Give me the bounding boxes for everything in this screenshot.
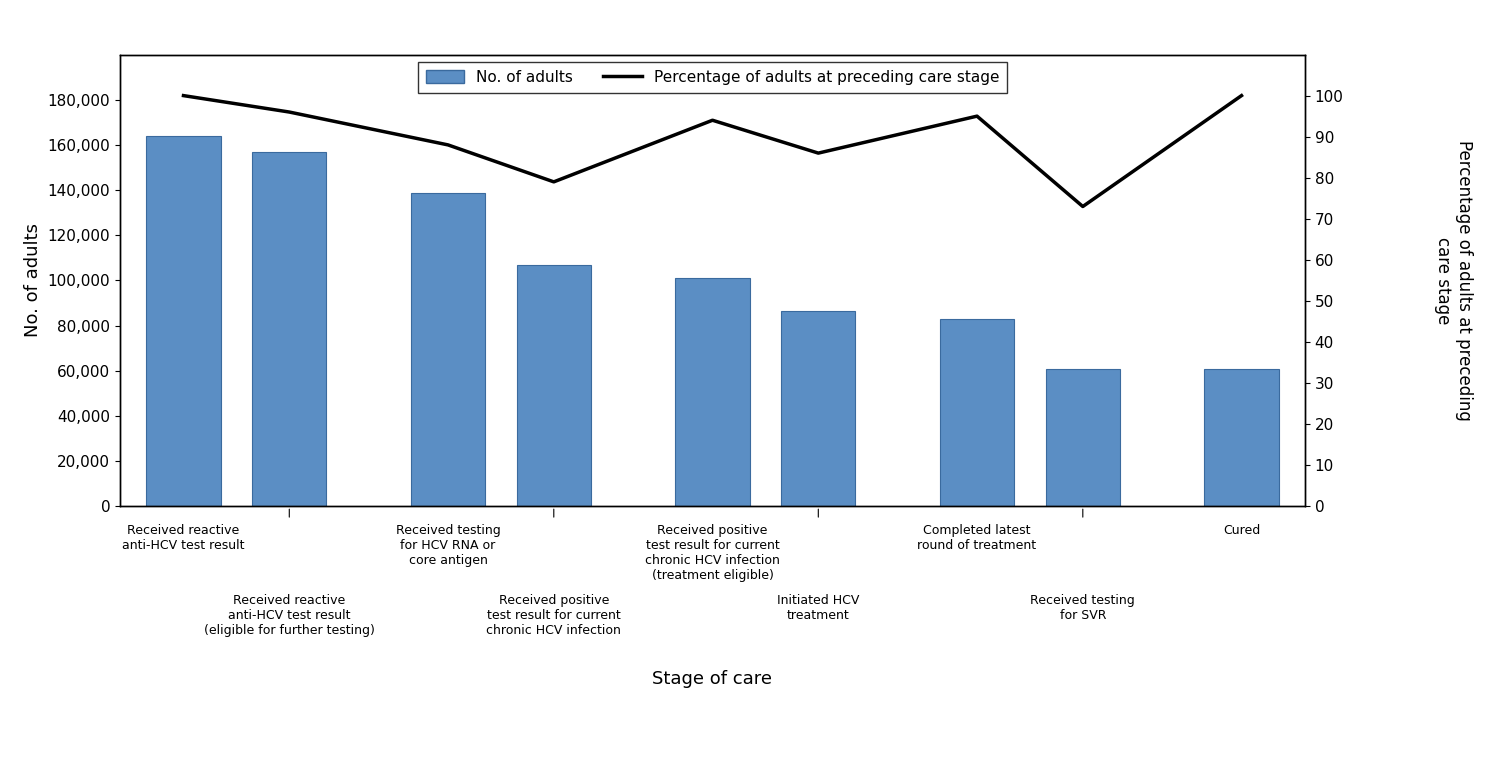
Text: Completed latest
round of treatment: Completed latest round of treatment bbox=[918, 524, 1036, 552]
Text: Cured: Cured bbox=[1222, 524, 1260, 538]
Bar bbox=[411, 193, 485, 506]
Text: Initiated HCV
treatment: Initiated HCV treatment bbox=[777, 594, 859, 622]
Y-axis label: Percentage of adults at preceding
care stage: Percentage of adults at preceding care s… bbox=[1434, 140, 1473, 421]
Bar bbox=[147, 136, 220, 506]
Y-axis label: No. of adults: No. of adults bbox=[24, 224, 42, 337]
Bar bbox=[252, 152, 327, 506]
Text: Received reactive
anti-HCV test result
(eligible for further testing): Received reactive anti-HCV test result (… bbox=[204, 594, 375, 637]
Text: Received positive
test result for current
chronic HCV infection
(treatment eligi: Received positive test result for curren… bbox=[645, 524, 780, 583]
Legend: No. of adults, Percentage of adults at preceding care stage: No. of adults, Percentage of adults at p… bbox=[419, 62, 1006, 93]
Text: Received testing
for HCV RNA or
core antigen: Received testing for HCV RNA or core ant… bbox=[396, 524, 501, 567]
Text: Received positive
test result for current
chronic HCV infection: Received positive test result for curren… bbox=[486, 594, 621, 637]
X-axis label: Stage of care: Stage of care bbox=[652, 670, 772, 688]
Bar bbox=[1204, 368, 1278, 506]
Bar bbox=[1046, 368, 1120, 506]
Bar bbox=[675, 278, 750, 506]
Bar bbox=[518, 265, 591, 506]
Text: Received testing
for SVR: Received testing for SVR bbox=[1030, 594, 1136, 622]
Bar bbox=[940, 319, 1014, 506]
Text: Received reactive
anti-HCV test result: Received reactive anti-HCV test result bbox=[122, 524, 244, 552]
Bar bbox=[782, 311, 855, 506]
